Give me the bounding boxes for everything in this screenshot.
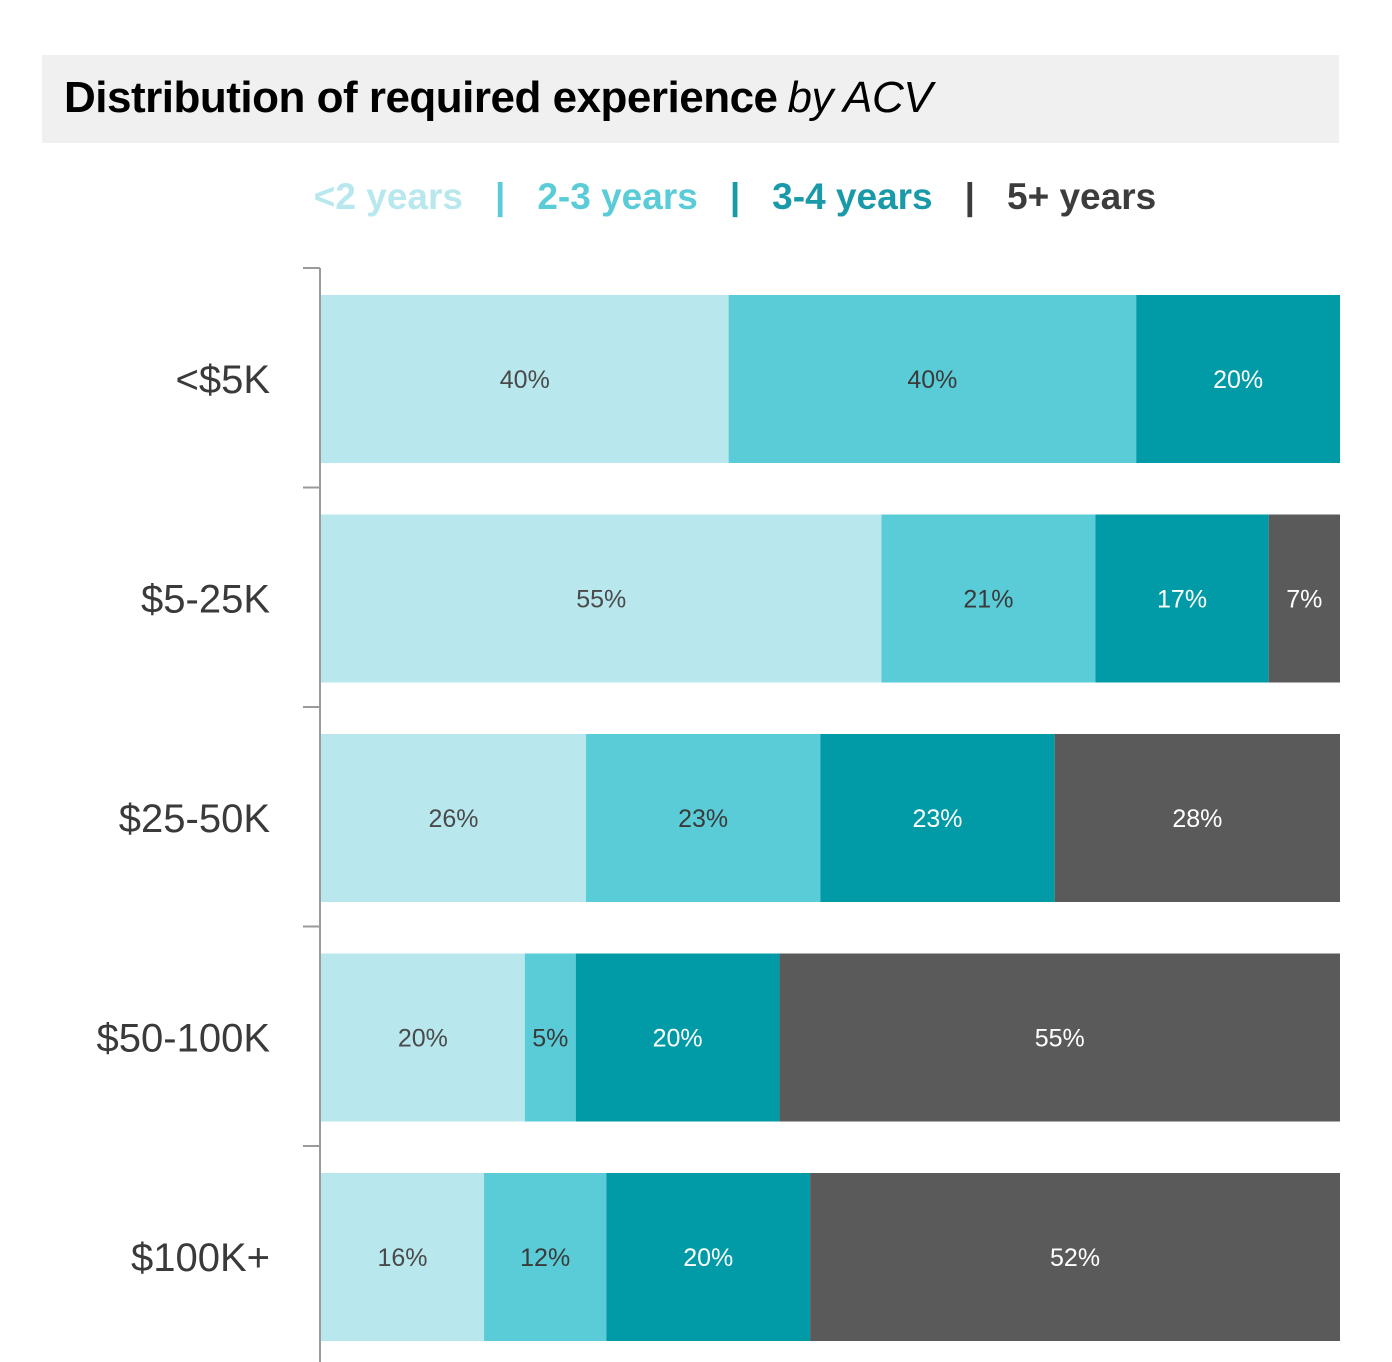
data-label: 55% xyxy=(576,586,626,614)
bar-segment-2-3-years xyxy=(881,514,1096,683)
data-label: 17% xyxy=(1157,586,1207,614)
legend-item-3-4-years: 3-4 years xyxy=(772,176,933,217)
category-label: $5-25K xyxy=(141,578,270,622)
chart-title-main: Distribution of required experience xyxy=(64,73,778,122)
legend-separator: | xyxy=(729,176,741,217)
data-label: 55% xyxy=(1035,1025,1085,1053)
data-label: 12% xyxy=(520,1244,570,1272)
category-label: $25-50K xyxy=(119,797,271,841)
bar-segment-2-3-years xyxy=(524,953,576,1122)
data-label: 28% xyxy=(1172,805,1222,833)
bar-segment-5-years xyxy=(1054,734,1340,902)
legend-separator: | xyxy=(964,176,975,217)
data-label: 20% xyxy=(398,1025,448,1053)
bar-segment-2-3-years xyxy=(585,734,821,902)
bar-segment-2-years xyxy=(321,734,586,902)
data-label: 26% xyxy=(428,805,478,833)
data-label: 23% xyxy=(912,805,962,833)
title-band: Distribution of required experience by AC… xyxy=(42,55,1339,143)
bar-segment-5-years xyxy=(1268,514,1340,683)
bar-segment-5-years xyxy=(779,953,1340,1122)
bar-segment-2-years xyxy=(321,295,729,463)
bar-segment-2-years xyxy=(321,1173,485,1341)
bar-segment-3-4-years xyxy=(575,953,780,1122)
legend-item-5-years: 5+ years xyxy=(1007,176,1157,217)
legend-item-2-3-years: 2-3 years xyxy=(537,176,698,217)
data-label: 7% xyxy=(1286,586,1322,614)
legend: <2 years | 2-3 years | 3-4 years | 5+ years xyxy=(0,176,1392,218)
data-label: 21% xyxy=(963,586,1013,614)
data-label: 20% xyxy=(653,1025,703,1053)
bar-segment-2-3-years xyxy=(728,295,1137,463)
bar-segment-3-4-years xyxy=(820,734,1055,902)
data-label: 5% xyxy=(532,1025,568,1053)
category-label: <$5K xyxy=(175,358,270,402)
chart-subtitle: by ACV xyxy=(787,73,933,122)
bar-segment-2-years xyxy=(321,953,525,1122)
bar-segment-2-3-years xyxy=(484,1173,607,1341)
category-label: $50-100K xyxy=(97,1017,271,1061)
bar-segment-2-years xyxy=(321,514,882,683)
legend-separator: | xyxy=(494,176,506,217)
data-label: 52% xyxy=(1050,1244,1100,1272)
legend-item-2-years: <2 years xyxy=(313,176,463,217)
bar-segment-3-4-years xyxy=(606,1173,811,1341)
data-label: 20% xyxy=(1213,366,1263,394)
data-label: 40% xyxy=(500,366,550,394)
chart-title: Distribution of required experience by AC… xyxy=(64,73,933,123)
bar-segment-3-4-years xyxy=(1136,295,1340,463)
data-label: 20% xyxy=(683,1244,733,1272)
data-label: 40% xyxy=(907,366,957,394)
data-label: 23% xyxy=(678,805,728,833)
bar-segment-5-years xyxy=(810,1173,1340,1341)
category-label: $100K+ xyxy=(131,1236,270,1280)
data-label: 16% xyxy=(377,1244,427,1272)
bar-segment-3-4-years xyxy=(1095,514,1269,683)
